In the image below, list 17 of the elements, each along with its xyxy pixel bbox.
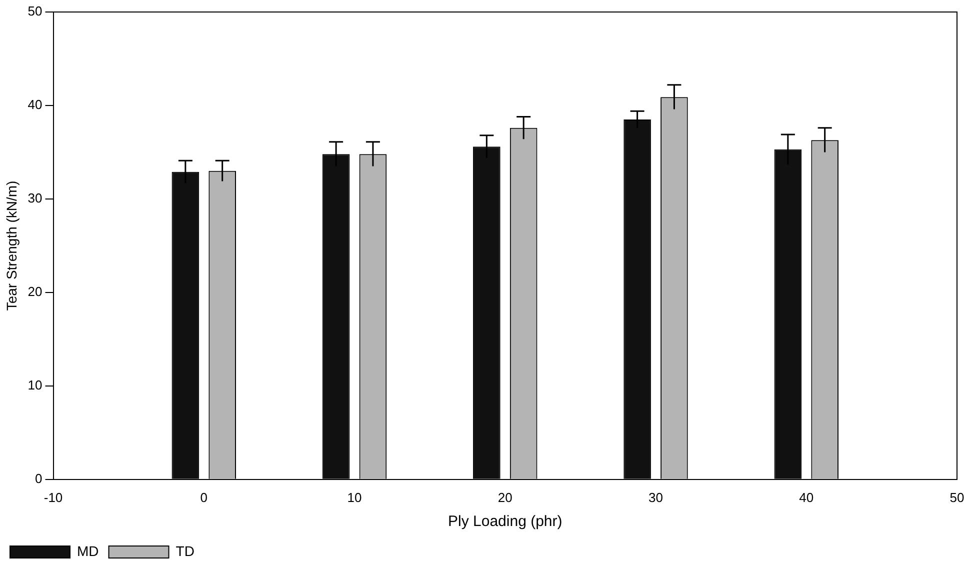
y-tick-label: 30 — [28, 190, 42, 206]
x-axis-title: Ply Loading (phr) — [448, 513, 562, 530]
y-tick-label: 40 — [28, 97, 42, 112]
x-tick-label: 20 — [498, 490, 512, 505]
x-tick-label: 30 — [648, 490, 663, 505]
x-tick-label: 40 — [799, 490, 814, 505]
y-tick-label: 10 — [28, 378, 42, 392]
x-tick-label: 10 — [347, 490, 362, 505]
x-tick-label: 0 — [200, 490, 208, 505]
y-tick-label: 50 — [28, 4, 42, 19]
legend-label: TD — [176, 542, 194, 559]
y-tick-label: 0 — [35, 470, 42, 486]
x-tick-label: -10 — [44, 490, 63, 505]
x-tick-label: 50 — [950, 490, 964, 505]
legend-label: MD — [77, 542, 99, 559]
y-tick-label: 20 — [28, 284, 42, 300]
y-axis-title: Tear Strength (kN/m) — [3, 180, 20, 311]
